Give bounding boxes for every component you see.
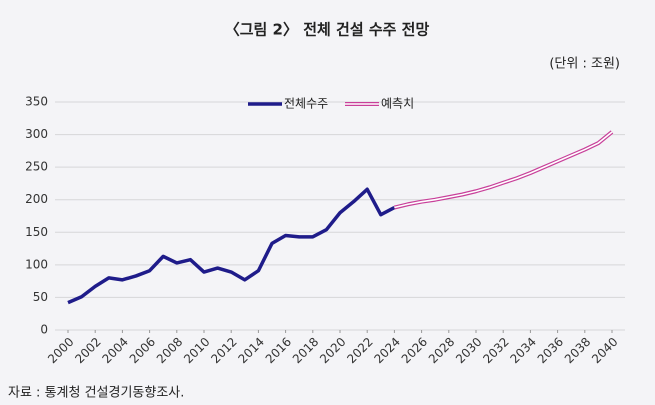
x-tick-label: 2022	[344, 335, 375, 366]
x-tick-label: 2002	[72, 335, 103, 366]
y-tick-label: 100	[25, 257, 48, 271]
x-tick-label: 2014	[235, 335, 266, 366]
y-tick-label: 300	[25, 127, 48, 141]
y-tick-label: 250	[25, 160, 48, 174]
y-tick-label: 200	[25, 192, 48, 206]
x-tick-label: 2028	[426, 335, 457, 366]
y-tick-label: 150	[25, 225, 48, 239]
y-tick-label: 50	[33, 290, 48, 304]
x-tick-label: 2012	[208, 335, 239, 366]
x-tick-label: 2006	[127, 335, 158, 366]
source-note: 자료 : 통계청 건설경기동향조사.	[8, 386, 184, 401]
forecast-line-outer	[393, 130, 614, 210]
x-tick-label: 2036	[535, 335, 566, 366]
x-tick-label: 2004	[99, 335, 130, 366]
x-tick-label: 2030	[453, 335, 484, 366]
x-tick-label: 2024	[371, 335, 402, 366]
x-tick-label: 2016	[263, 335, 294, 366]
x-tick-label: 2008	[154, 335, 185, 366]
x-tick-label: 2026	[399, 335, 430, 366]
x-tick-label: 2040	[589, 335, 620, 366]
legend-label: 전체수주	[284, 97, 328, 111]
chart-title: 〈그림 2〉 전체 건설 수주 전망	[225, 21, 430, 39]
y-tick-label: 0	[40, 323, 48, 337]
forecast-line-inner	[394, 131, 613, 209]
x-tick-label: 2034	[507, 335, 538, 366]
x-tick-label: 2038	[562, 335, 593, 366]
x-tick-label: 2018	[290, 335, 321, 366]
y-tick-label: 350	[25, 95, 48, 109]
x-tick-label: 2020	[317, 335, 348, 366]
legend-label: 예측치	[381, 97, 414, 111]
x-tick-label: 2000	[45, 335, 76, 366]
x-tick-label: 2032	[480, 335, 511, 366]
x-tick-label: 2010	[181, 335, 212, 366]
unit-label: (단위 : 조원)	[549, 57, 620, 72]
series-line	[67, 187, 396, 305]
